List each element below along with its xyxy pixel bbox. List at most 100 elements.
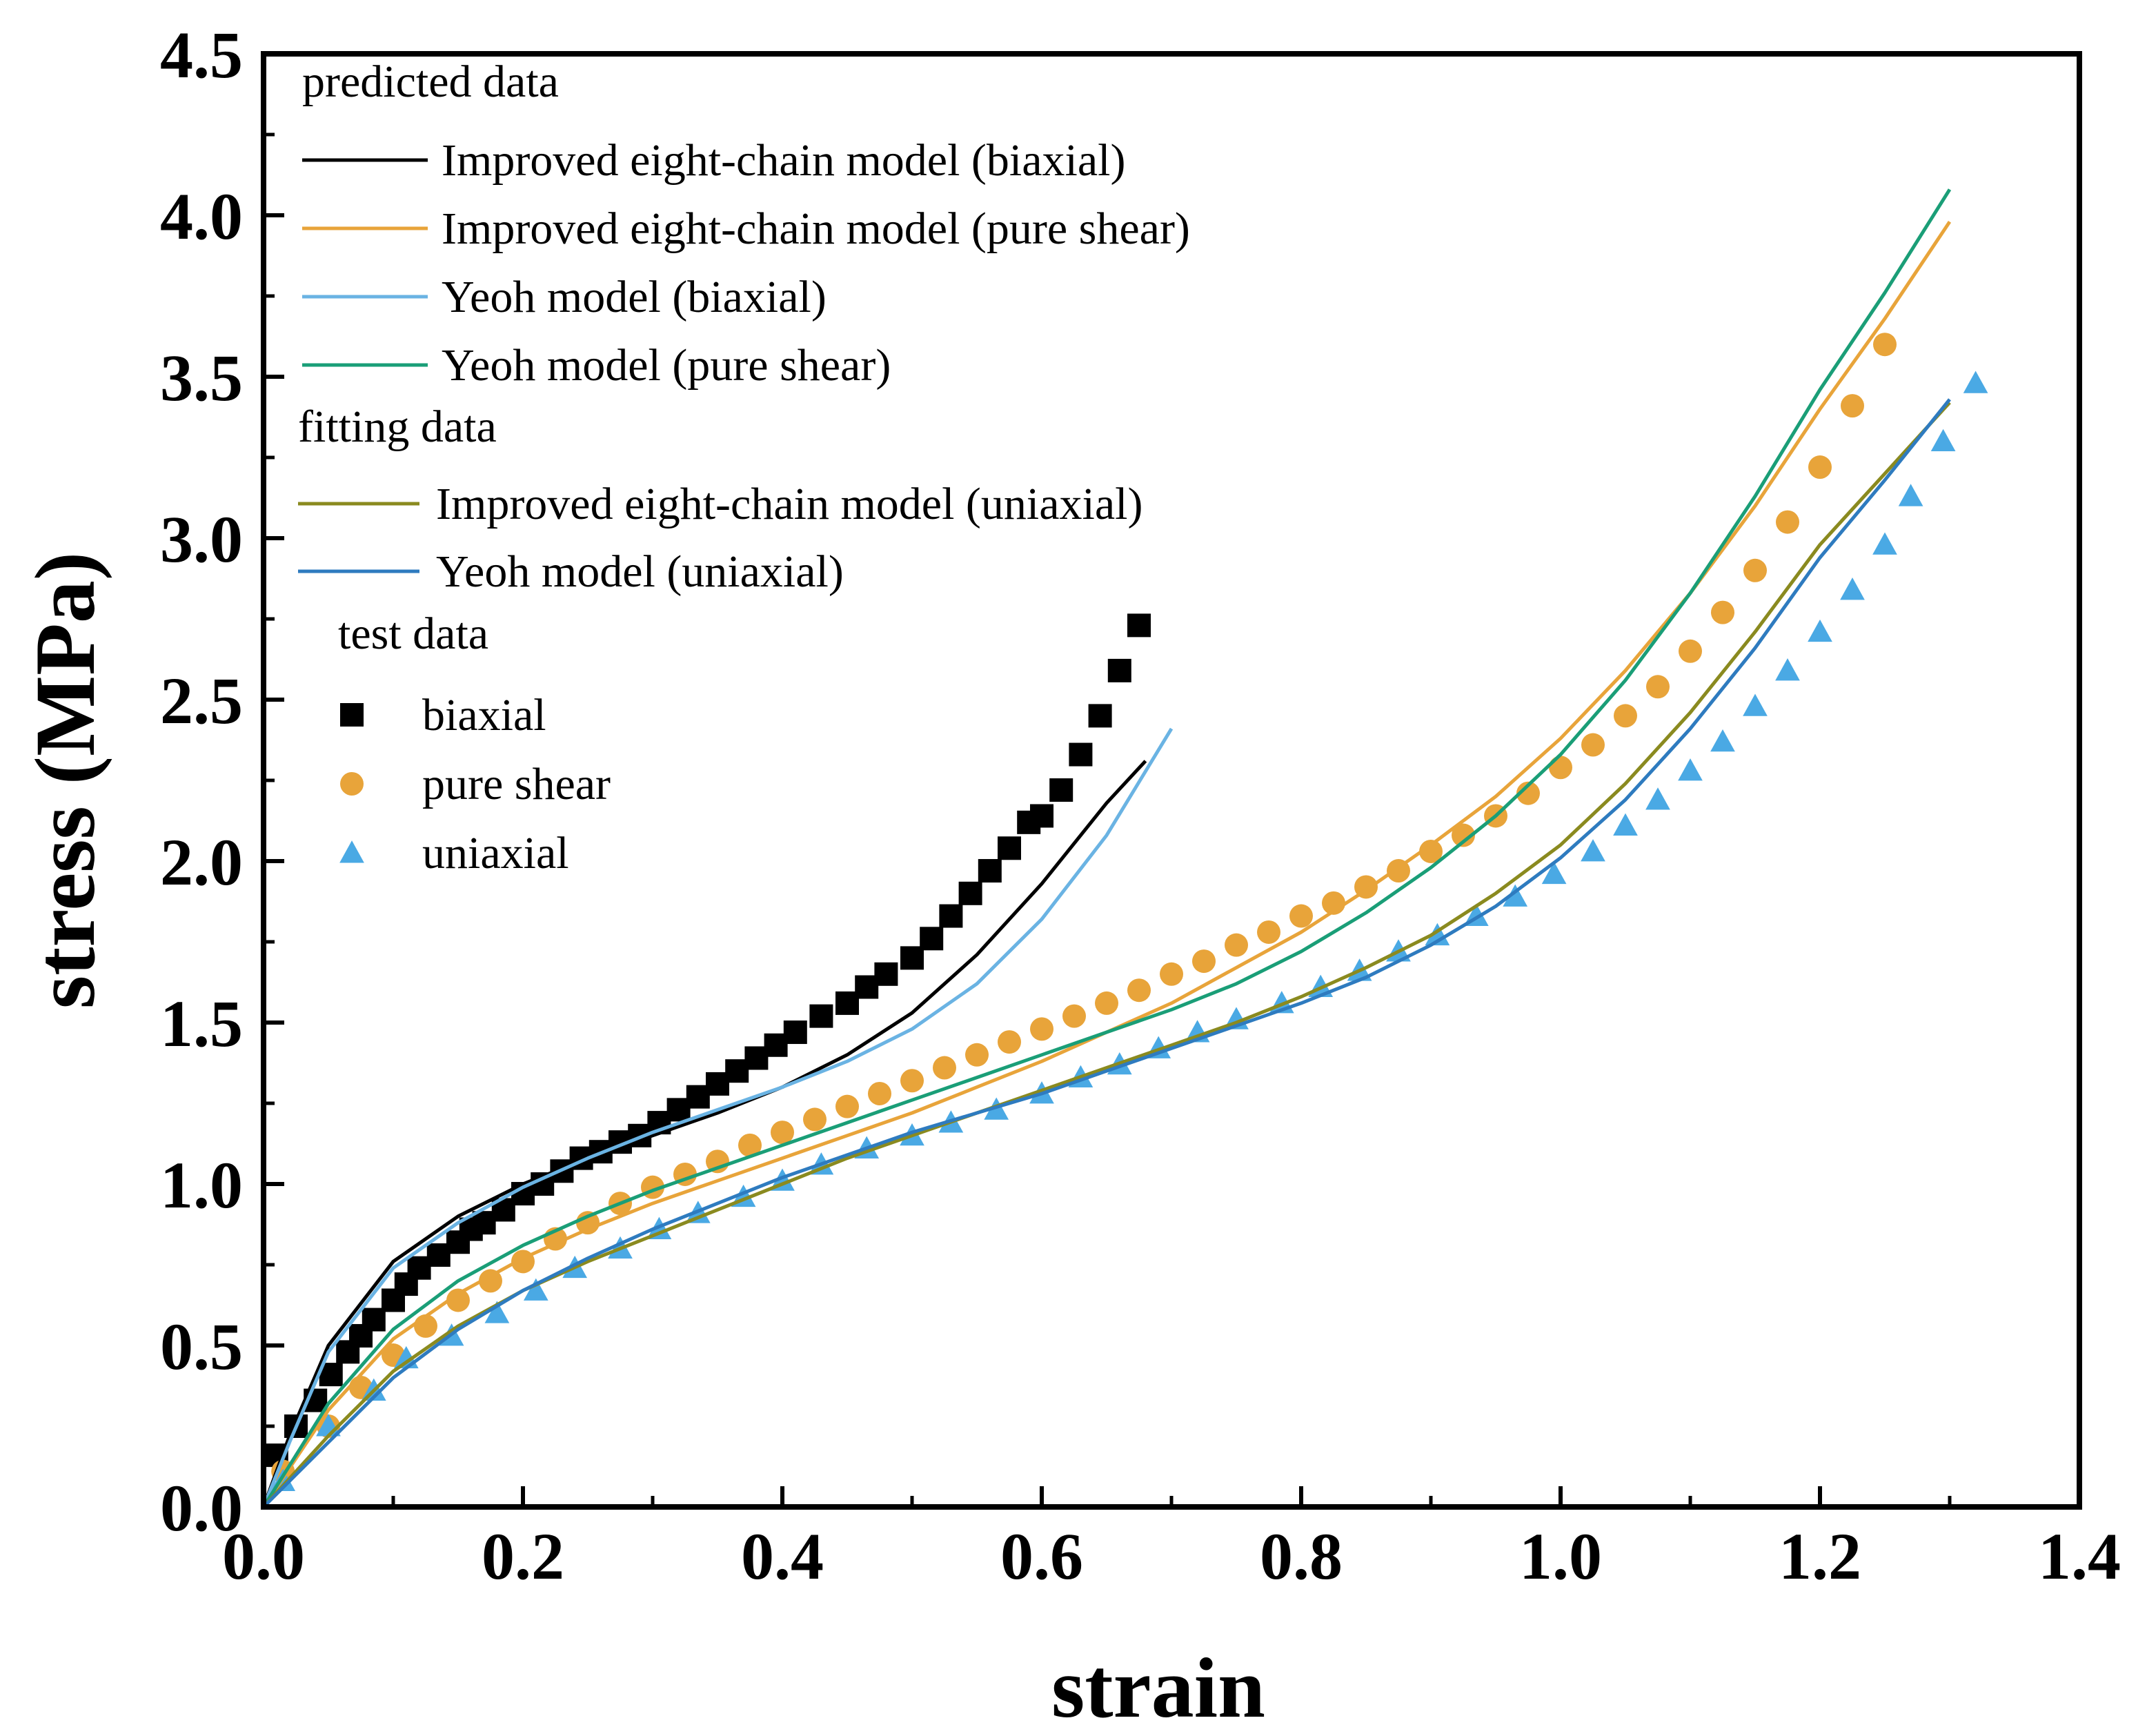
legend-label-test_uniaxial: uniaxial	[422, 828, 569, 878]
y-tick-label: 1.5	[160, 987, 243, 1061]
test_shear-point	[446, 1288, 470, 1312]
test_biaxial-point	[1069, 742, 1093, 767]
y-tick-label: 3.0	[160, 502, 243, 576]
test_uniaxial-point	[1840, 578, 1865, 600]
test_uniaxial-point	[1541, 861, 1567, 885]
test_shear-point	[1873, 333, 1897, 357]
test_shear-point	[1452, 823, 1475, 847]
test_uniaxial-point	[1963, 371, 1988, 393]
test_shear-point	[1127, 978, 1151, 1003]
test_shear-point	[1743, 558, 1767, 582]
test_biaxial-point	[1088, 704, 1112, 728]
x-tick-label: 0.6	[1000, 1519, 1083, 1593]
test_biaxial-point	[1049, 778, 1074, 802]
test_shear-point	[1614, 704, 1637, 728]
test_shear-point	[900, 1069, 924, 1093]
test_uniaxial-point	[1645, 787, 1670, 810]
legend-label-iec_uniaxial: Improved eight-chain model (uniaxial)	[436, 479, 1142, 529]
legend-label-yeoh_shear: Yeoh model (pure shear)	[442, 340, 891, 391]
test_uniaxial-point	[1710, 729, 1735, 752]
legend-label-yeoh_biaxial: Yeoh model (biaxial)	[442, 272, 827, 322]
legend-group-1: fitting data Improved eight-chain model (…	[298, 402, 1142, 597]
test_biaxial-point	[1107, 658, 1131, 682]
legend-marker-test_biaxial	[340, 703, 364, 727]
test_uniaxial-point	[484, 1301, 510, 1323]
test_shear-point	[1646, 675, 1670, 699]
legend-label-test_biaxial: biaxial	[422, 690, 546, 740]
y-tick-label: 0.0	[160, 1471, 243, 1545]
test_uniaxial-point	[523, 1278, 548, 1301]
test_biaxial-point	[939, 904, 963, 928]
test_shear-point	[771, 1121, 794, 1145]
x-axis-title: strain	[1051, 1641, 1265, 1735]
x-tick-label: 0.0	[222, 1519, 305, 1593]
y-tick-label: 2.5	[160, 664, 243, 738]
x-tick-label: 1.0	[1519, 1519, 1602, 1593]
test_uniaxial-point	[1503, 884, 1528, 907]
series-line-yeoh_biaxial	[261, 727, 1174, 1508]
test_shear-point	[803, 1107, 827, 1132]
legend-group-title: predicted data	[302, 57, 559, 107]
test_uniaxial-point	[1678, 758, 1703, 781]
test_shear-point	[1095, 991, 1118, 1015]
test_shear-point	[1841, 394, 1864, 418]
test_uniaxial-point	[1808, 619, 1832, 642]
y-tick-label: 4.5	[160, 18, 243, 92]
test_biaxial-point	[978, 859, 1002, 883]
test_shear-point	[1776, 510, 1799, 534]
test_shear-point	[1257, 920, 1280, 944]
test_biaxial-point	[920, 927, 944, 951]
test_biaxial-point	[1127, 613, 1151, 638]
test_uniaxial-point	[1613, 813, 1638, 836]
test_uniaxial-point	[1425, 923, 1450, 946]
legend-label-yeoh_uniaxial: Yeoh model (uniaxial)	[436, 546, 844, 597]
test_shear-point	[1419, 839, 1443, 863]
x-tick-label: 1.4	[2038, 1519, 2121, 1593]
test_shear-point	[1160, 962, 1183, 986]
test_biaxial-point	[783, 1020, 807, 1045]
x-tick-label: 0.8	[1260, 1519, 1343, 1593]
test_uniaxial-point	[1743, 693, 1768, 716]
legend-marker-test_shear	[340, 772, 364, 796]
test_shear-point	[835, 1094, 859, 1118]
test_shear-point	[479, 1269, 502, 1293]
test_uniaxial-point	[1581, 839, 1605, 862]
test_shear-point	[1581, 733, 1605, 757]
test_shear-point	[1225, 933, 1248, 957]
test_shear-point	[738, 1133, 762, 1157]
legend-group-title: test data	[338, 609, 488, 659]
y-tick-label: 3.5	[160, 341, 243, 415]
series-line-iec_biaxial	[261, 760, 1147, 1508]
legend-group-2: test data biaxial pure shear uniaxial	[338, 609, 611, 878]
x-tick-label: 1.2	[1779, 1519, 1861, 1593]
legend-marker-test_uniaxial	[339, 840, 364, 863]
y-tick-label: 0.5	[160, 1310, 243, 1383]
test_shear-point	[1030, 1017, 1053, 1041]
test_shear-point	[965, 1043, 989, 1067]
legend-label-test_shear: pure shear	[422, 759, 611, 809]
test_uniaxial-point	[1898, 484, 1923, 506]
series-layer	[261, 188, 1988, 1508]
x-tick-label: 0.4	[741, 1519, 824, 1593]
series-line-yeoh_shear	[261, 188, 1952, 1508]
test_shear-point	[1062, 1004, 1086, 1028]
test_shear-point	[998, 1030, 1021, 1054]
test_shear-point	[1289, 904, 1313, 928]
y-axis-title: stress (MPa)	[18, 552, 112, 1009]
legend-label-iec_shear: Improved eight-chain model (pure shear)	[442, 204, 1190, 254]
legend-label-iec_biaxial: Improved eight-chain model (biaxial)	[442, 135, 1125, 186]
test_biaxial-point	[1030, 804, 1053, 828]
test_shear-point	[933, 1056, 956, 1080]
test_uniaxial-point	[1930, 428, 1956, 452]
series-test_biaxial	[264, 613, 1151, 1468]
y-tick-label: 4.0	[160, 179, 243, 253]
test_shear-point	[1679, 639, 1702, 663]
legend-group-0: predicted data Improved eight-chain model…	[302, 57, 1190, 391]
test_shear-point	[1192, 949, 1216, 974]
test_shear-point	[1808, 455, 1832, 480]
legend: predicted data Improved eight-chain model…	[298, 57, 1190, 878]
x-tick-label: 0.2	[482, 1519, 564, 1593]
test_biaxial-point	[874, 962, 898, 986]
